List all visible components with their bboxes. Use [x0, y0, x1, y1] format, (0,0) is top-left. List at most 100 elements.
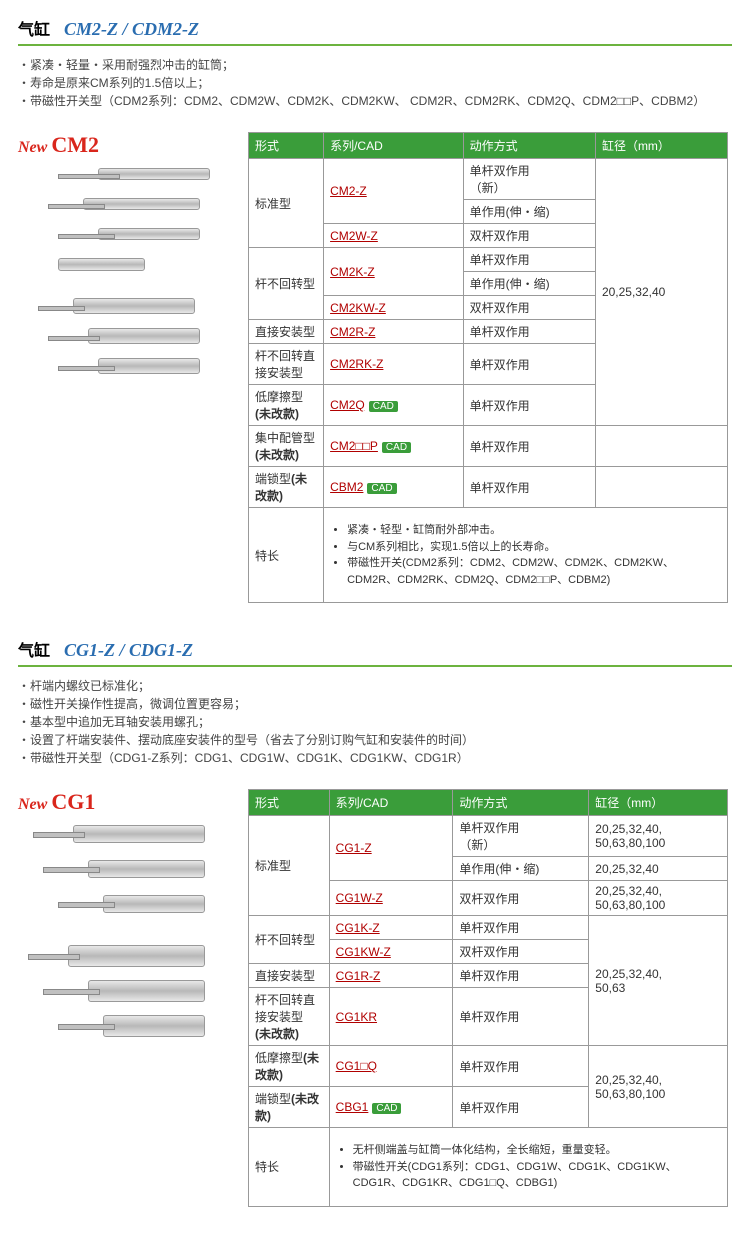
spec-table: 形式系列/CAD动作方式缸径（mm）标准型CG1-Z单杆双作用（新）20,25,…	[248, 789, 728, 1207]
cell-form: 直接安装型	[249, 320, 324, 344]
bullet-line: ・杆端内螺纹已标准化；	[18, 677, 732, 695]
cell-action: 单杆双作用	[463, 344, 595, 385]
section-title-zh: 气缸	[18, 22, 50, 39]
cell-form: 标准型	[249, 816, 330, 916]
cell-action: 单杆双作用	[453, 988, 589, 1046]
feature-item: 带磁性开关(CDG1系列：CDG1、CDG1W、CDG1K、CDG1KW、CDG…	[353, 1159, 721, 1192]
cell-action: 单作用(伸・缩)	[463, 272, 595, 296]
cell-bore	[595, 426, 727, 467]
cell-series: CG1R-Z	[329, 964, 453, 988]
bullet-line: ・设置了杆端安装件、摆动底座安装件的型号（省去了分别订购气缸和安装件的时间）	[18, 731, 732, 749]
cell-feat-label: 特长	[249, 508, 324, 603]
cell-action: 单杆双作用（新）	[463, 159, 595, 200]
cell-series: CBG1CAD	[329, 1087, 453, 1128]
series-link[interactable]: CBM2	[330, 480, 363, 494]
cell-feat-label: 特长	[249, 1128, 330, 1207]
table-header: 系列/CAD	[329, 790, 453, 816]
bullet-line: ・带磁性开关型（CDM2系列：CDM2、CDM2W、CDM2K、CDM2KW、 …	[18, 92, 732, 110]
series-link[interactable]: CG1□Q	[336, 1059, 377, 1073]
cell-form: 低摩擦型(未改款)	[249, 385, 324, 426]
series-link[interactable]: CM2R-Z	[330, 325, 375, 339]
series-link[interactable]: CM2□□P	[330, 439, 378, 453]
cell-series: CM2KW-Z	[324, 296, 464, 320]
cad-badge[interactable]: CAD	[369, 401, 398, 412]
table-header: 形式	[249, 790, 330, 816]
cell-action: 单杆双作用	[453, 916, 589, 940]
cell-action: 双杆双作用	[463, 296, 595, 320]
cell-action: 单作用(伸・缩)	[453, 857, 589, 881]
bullet-line: ・紧凑・轻量・采用耐强烈冲击的缸筒；	[18, 56, 732, 74]
table-header: 动作方式	[463, 133, 595, 159]
cell-series: CG1KW-Z	[329, 940, 453, 964]
section-title-zh: 气缸	[18, 643, 50, 660]
feature-item: 带磁性开关(CDM2系列：CDM2、CDM2W、CDM2K、CDM2KW、CDM…	[347, 555, 721, 588]
cell-bore: 20,25,32,40	[589, 857, 728, 881]
cell-action: 双杆双作用	[453, 881, 589, 916]
cell-action: 单作用(伸・缩)	[463, 200, 595, 224]
cell-form: 杆不回转型	[249, 248, 324, 320]
cell-bore: 20,25,32,40,50,63,80,100	[589, 816, 728, 857]
bullet-line: ・基本型中追加无耳轴安装用螺孔；	[18, 713, 732, 731]
series-link[interactable]: CG1W-Z	[336, 891, 383, 905]
section-title-model: CM2-Z / CDM2-Z	[64, 19, 199, 39]
table-row-features: 特长无杆侧端盖与缸筒一体化结构，全长缩短，重量变轻。带磁性开关(CDG1系列：C…	[249, 1128, 728, 1207]
spec-table: 形式系列/CAD动作方式缸径（mm）标准型CM2-Z单杆双作用（新）20,25,…	[248, 132, 728, 603]
section-title: 气缸 CM2-Z / CDM2-Z	[18, 10, 732, 46]
cell-series: CM2□□P CAD	[324, 426, 464, 467]
cell-action: 单杆双作用	[453, 1087, 589, 1128]
cell-action: 双杆双作用	[453, 940, 589, 964]
table-row: 标准型CM2-Z单杆双作用（新）20,25,32,40	[249, 159, 728, 200]
series-link[interactable]: CG1KW-Z	[336, 945, 391, 959]
section-title-model: CG1-Z / CDG1-Z	[64, 640, 193, 660]
cell-bore: 20,25,32,40	[595, 159, 727, 426]
series-link[interactable]: CM2Q	[330, 398, 365, 412]
cell-series: CBM2 CAD	[324, 467, 464, 508]
series-link[interactable]: CG1-Z	[336, 841, 372, 855]
cell-form: 低摩擦型(未改款)	[249, 1046, 330, 1087]
cell-action: 单杆双作用	[463, 385, 595, 426]
bullet-line: ・磁性开关操作性提高，微调位置更容易；	[18, 695, 732, 713]
cell-action: 单杆双作用	[453, 1046, 589, 1087]
cell-series: CG1KR	[329, 988, 453, 1046]
table-header: 缸径（mm）	[595, 133, 727, 159]
cell-form: 杆不回转直接安装型(未改款)	[249, 988, 330, 1046]
table-row: 低摩擦型(未改款)CG1□Q单杆双作用20,25,32,40,50,63,80,…	[249, 1046, 728, 1087]
table-header: 动作方式	[453, 790, 589, 816]
cad-badge[interactable]: CAD	[372, 1103, 401, 1114]
cell-series: CM2-Z	[324, 159, 464, 224]
cell-series: CG1□Q	[329, 1046, 453, 1087]
cell-action: 单杆双作用	[463, 248, 595, 272]
series-link[interactable]: CM2K-Z	[330, 265, 375, 279]
table-row: 杆不回转型CG1K-Z单杆双作用20,25,32,40,50,63	[249, 916, 728, 940]
series-link[interactable]: CM2W-Z	[330, 229, 378, 243]
cell-series: CM2RK-Z	[324, 344, 464, 385]
series-link[interactable]: CG1R-Z	[336, 969, 381, 983]
product-illustration	[18, 158, 218, 378]
cell-action: 单杆双作用	[463, 426, 595, 467]
table-header: 系列/CAD	[324, 133, 464, 159]
cell-bore: 20,25,32,40,50,63,80,100	[589, 1046, 728, 1128]
series-link[interactable]: CG1K-Z	[336, 921, 380, 935]
cell-form: 杆不回转直接安装型	[249, 344, 324, 385]
cell-action: 单杆双作用	[453, 964, 589, 988]
cell-bore: 20,25,32,40,50,63,80,100	[589, 881, 728, 916]
cell-form: 集中配管型(未改款)	[249, 426, 324, 467]
series-link[interactable]: CBG1	[336, 1100, 369, 1114]
cell-bore	[595, 467, 727, 508]
series-link[interactable]: CM2KW-Z	[330, 301, 386, 315]
cell-form: 标准型	[249, 159, 324, 248]
series-link[interactable]: CG1KR	[336, 1010, 377, 1024]
cad-badge[interactable]: CAD	[382, 442, 411, 453]
feature-item: 紧凑・轻型・缸筒耐外部冲击。	[347, 522, 721, 539]
cell-form: 直接安装型	[249, 964, 330, 988]
cad-badge[interactable]: CAD	[367, 483, 396, 494]
cell-action: 单杆双作用	[463, 467, 595, 508]
series-link[interactable]: CM2-Z	[330, 184, 367, 198]
cell-action: 单杆双作用（新）	[453, 816, 589, 857]
table-row-features: 特长紧凑・轻型・缸筒耐外部冲击。与CM系列相比，实现1.5倍以上的长寿命。带磁性…	[249, 508, 728, 603]
cell-feat-body: 紧凑・轻型・缸筒耐外部冲击。与CM系列相比，实现1.5倍以上的长寿命。带磁性开关…	[324, 508, 728, 603]
series-link[interactable]: CM2RK-Z	[330, 357, 383, 371]
table-row: 集中配管型(未改款) CM2□□P CAD 单杆双作用	[249, 426, 728, 467]
feature-item: 与CM系列相比，实现1.5倍以上的长寿命。	[347, 539, 721, 556]
table-header: 缸径（mm）	[589, 790, 728, 816]
